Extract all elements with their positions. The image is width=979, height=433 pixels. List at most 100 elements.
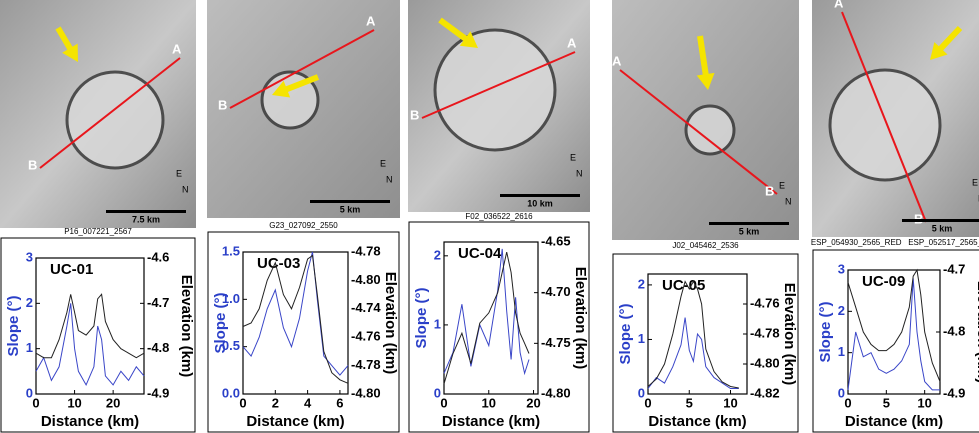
data-line: [847, 268, 941, 382]
compass-label: N: [785, 196, 792, 206]
y-tick-label: 1: [434, 316, 441, 331]
scale-bar: [709, 222, 789, 225]
arrow-head: [696, 72, 715, 90]
chart-frame: [812, 249, 979, 433]
y-tick-label: 0.5: [222, 338, 240, 353]
y2-axis-label: Elevation (km): [572, 267, 589, 370]
panel-label: UC-03: [257, 255, 300, 272]
y2-axis-label: Elevation (km): [781, 283, 798, 386]
crater: [684, 104, 736, 156]
y2-tick-label: -4.80: [541, 385, 571, 400]
plot-area: [443, 241, 539, 395]
data-line: [847, 278, 940, 391]
y-axis-label: Slope (°): [212, 292, 229, 353]
y2-tick-label: -4.80: [750, 355, 780, 370]
x-tick-label: 20: [526, 395, 540, 410]
compass-label: N: [386, 174, 393, 184]
x-axis-label: Distance (km): [442, 413, 540, 430]
y-tick-label: 0: [434, 385, 441, 400]
image-caption: G23_027092_2550: [269, 221, 338, 230]
panel: A B 10 km EN F02_036522_2616 UC-04 0 1 2 -4.65 -4.…: [408, 0, 590, 433]
y2-axis-label: Elevation (km): [382, 272, 399, 375]
compass-label: E: [972, 177, 978, 187]
compass-label: E: [176, 168, 182, 178]
scale-bar: [500, 194, 580, 197]
y-axis-label: Slope (°): [5, 295, 22, 356]
x-axis-label: Distance (km): [648, 413, 746, 430]
compass-label: E: [380, 158, 386, 168]
y2-tick-label: -4.8: [147, 340, 169, 355]
profile-line: [229, 29, 375, 109]
y2-tick-label: -4.80: [351, 385, 381, 400]
y-tick-label: 2: [26, 295, 33, 310]
y2-tick-label: -4.82: [750, 385, 780, 400]
x-tick-label: 5: [883, 395, 890, 410]
data-line: [242, 251, 349, 376]
scale-bar: [310, 200, 390, 203]
scale-label: 5 km: [739, 226, 760, 236]
scale-bar: [106, 210, 186, 213]
x-axis-label: Distance (km): [845, 413, 943, 430]
y2-axis-label: Elevation (km): [178, 275, 195, 378]
profile-line: [841, 11, 927, 223]
data-line: [35, 303, 145, 387]
profile-label: A: [834, 0, 844, 10]
compass-label: E: [779, 180, 785, 190]
panel: AB5 kmENESP_054930_2565_RED ESP_052517_2…: [811, 0, 979, 433]
x-tick-label: 0: [644, 395, 651, 410]
y-tick-label: 1.0: [222, 291, 240, 306]
x-axis-label: Distance (km): [246, 413, 344, 430]
y-axis-label: Slope (°): [413, 287, 430, 348]
profile-label: A: [172, 41, 182, 56]
compass-label: E: [570, 152, 576, 162]
profile-label: B: [218, 97, 227, 112]
x-tick-label: 10: [723, 395, 737, 410]
scale-label: 5 km: [340, 204, 361, 214]
image-caption: J02_045462_2536: [672, 241, 739, 250]
profile-label: B: [28, 157, 37, 172]
crater: [433, 28, 557, 152]
panel: A B 7.5 km EN P16_007221_2567 UC-01 0 1 2 3 -4.6 -4…: [0, 0, 196, 433]
arrow-head: [459, 31, 478, 48]
crater: [65, 70, 165, 170]
panel: AB5 kmENJ02_045462_2536UC-05012-4.76-4.7…: [612, 0, 799, 433]
panel-label: UC-04: [458, 245, 502, 262]
x-axis-label: Distance (km): [41, 413, 139, 430]
x-tick-label: 6: [336, 395, 343, 410]
y2-tick-label: -4.9: [147, 385, 169, 400]
arrow-shaft: [280, 74, 320, 95]
scale-label: 10 km: [527, 198, 553, 208]
arrow-shaft: [697, 35, 710, 81]
scale-bar: [902, 219, 979, 222]
x-tick-label: 10: [482, 395, 496, 410]
y-tick-label: 0: [638, 385, 645, 400]
plot-area: [242, 251, 349, 395]
y-tick-label: 3: [26, 249, 33, 264]
y2-tick-label: -4.9: [943, 385, 965, 400]
y2-axis-label: Elevation (km): [974, 281, 979, 384]
y2-tick-label: -4.76: [750, 295, 780, 310]
y-tick-label: 1: [638, 331, 645, 346]
profile-label: B: [410, 107, 419, 122]
y2-tick-label: -4.76: [351, 329, 381, 344]
chart-frame: [612, 253, 799, 433]
chart-frame: [0, 237, 196, 433]
y-tick-label: 2: [638, 276, 645, 291]
profile-label: B: [765, 183, 774, 198]
x-tick-label: 5: [686, 395, 693, 410]
y-tick-label: 2: [838, 303, 845, 318]
x-tick-label: 4: [304, 395, 312, 410]
profile-line: [619, 69, 778, 195]
profile-line: [39, 57, 181, 169]
x-tick-label: 20: [106, 395, 120, 410]
y2-tick-label: -4.78: [351, 243, 381, 258]
profile-label: A: [366, 13, 376, 28]
image-caption: ESP_054930_2565_RED ESP_052517_2565_RE: [811, 238, 979, 247]
image-caption: F02_036522_2616: [465, 212, 533, 221]
crater: [260, 70, 320, 130]
scale-label: 7.5 km: [132, 214, 160, 224]
x-tick-label: 0: [32, 395, 39, 410]
panel: A B 5 km EN G23_027092_2550 UC-03 0.0 0.5 1.0 1.5…: [207, 0, 400, 433]
arrow-head: [272, 80, 291, 98]
profile-label: A: [567, 35, 577, 50]
